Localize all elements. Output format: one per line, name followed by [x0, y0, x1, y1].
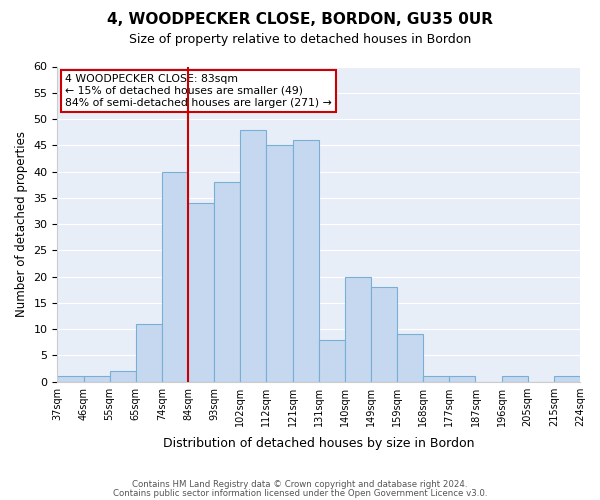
Bar	[214, 182, 241, 382]
X-axis label: Distribution of detached houses by size in Bordon: Distribution of detached houses by size …	[163, 437, 475, 450]
Bar	[502, 376, 528, 382]
Bar	[554, 376, 580, 382]
Bar	[241, 130, 266, 382]
Bar	[397, 334, 423, 382]
Bar	[110, 371, 136, 382]
Bar	[266, 146, 293, 382]
Text: 4 WOODPECKER CLOSE: 83sqm
← 15% of detached houses are smaller (49)
84% of semi-: 4 WOODPECKER CLOSE: 83sqm ← 15% of detac…	[65, 74, 332, 108]
Text: Size of property relative to detached houses in Bordon: Size of property relative to detached ho…	[129, 32, 471, 46]
Bar	[293, 140, 319, 382]
Bar	[83, 376, 110, 382]
Bar	[319, 340, 345, 382]
Bar	[162, 172, 188, 382]
Bar	[136, 324, 162, 382]
Text: Contains HM Land Registry data © Crown copyright and database right 2024.: Contains HM Land Registry data © Crown c…	[132, 480, 468, 489]
Bar	[58, 376, 83, 382]
Text: 4, WOODPECKER CLOSE, BORDON, GU35 0UR: 4, WOODPECKER CLOSE, BORDON, GU35 0UR	[107, 12, 493, 28]
Text: Contains public sector information licensed under the Open Government Licence v3: Contains public sector information licen…	[113, 490, 487, 498]
Bar	[345, 276, 371, 382]
Bar	[449, 376, 475, 382]
Y-axis label: Number of detached properties: Number of detached properties	[15, 131, 28, 317]
Bar	[188, 203, 214, 382]
Bar	[371, 287, 397, 382]
Bar	[423, 376, 449, 382]
